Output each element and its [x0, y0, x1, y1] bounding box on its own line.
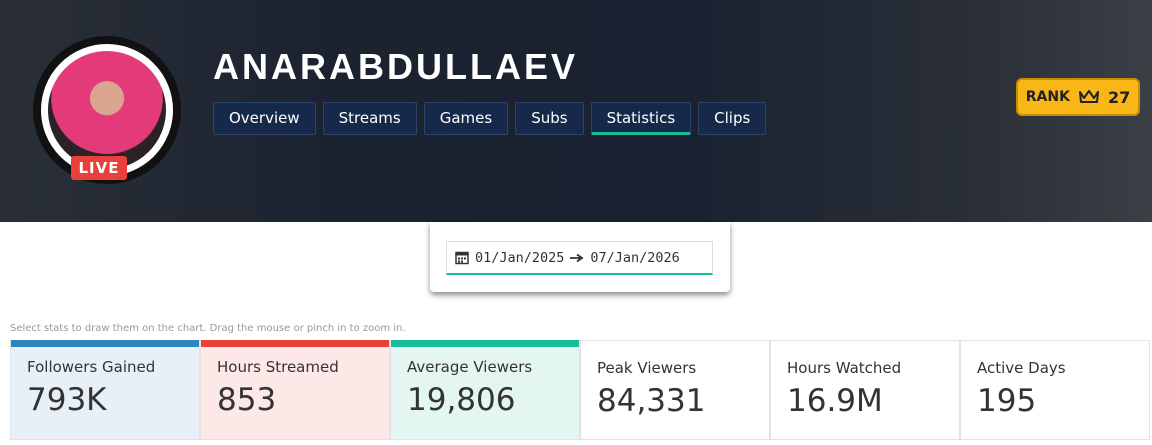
date-picker: 01/Jan/2025 07/Jan/2026: [430, 222, 730, 292]
date-input[interactable]: 01/Jan/2025 07/Jan/2026: [446, 241, 713, 275]
hint: Select stats to draw them on the chart. …: [10, 323, 406, 334]
rank-value: 27: [1107, 87, 1131, 107]
stat-label: Average Viewers: [407, 358, 533, 376]
stat-card[interactable]: Followers Gained 793K: [10, 340, 200, 440]
stat-color-bar: [201, 340, 389, 347]
stat-card[interactable]: Active Days 195: [960, 340, 1150, 440]
stat-card[interactable]: Hours Streamed 853: [200, 340, 390, 440]
stat-label: Peak Viewers: [597, 359, 697, 377]
avatar: [33, 36, 181, 184]
calendar-icon: [455, 251, 469, 265]
stat-value: 84,331: [597, 383, 706, 419]
stat-label: Active Days: [977, 359, 1066, 377]
channel-name: ANARABDULLAEV: [213, 46, 578, 87]
tab[interactable]: Games: [423, 102, 509, 135]
rank-badge[interactable]: RANK 27: [1016, 78, 1140, 116]
live-badge: LIVE: [71, 156, 127, 180]
tabs: Overview Streams Games Subs Statistics Clips: [213, 102, 767, 135]
stat-color-bar: [11, 340, 199, 347]
rank-label: RANK: [1025, 89, 1070, 105]
tab[interactable]: Subs: [515, 102, 584, 135]
stat-label: Hours Watched: [787, 359, 902, 377]
tab[interactable]: Streams: [322, 102, 417, 135]
stat-label: Hours Streamed: [217, 358, 339, 376]
stat-label: Followers Gained: [27, 358, 156, 376]
stat-value: 793K: [27, 382, 107, 418]
stat-card[interactable]: Hours Watched 16.9M: [770, 340, 960, 440]
stat-value: 16.9M: [787, 383, 883, 419]
stats-row: Followers Gained 793K Hours Streamed 853 Ave…: [10, 340, 1150, 440]
date-from: 01/Jan/2025: [475, 249, 565, 266]
arrow-icon: [570, 253, 584, 262]
stat-color-bar: [391, 340, 579, 347]
stat-card[interactable]: Peak Viewers 84,331: [580, 340, 770, 440]
stat-value: 19,806: [407, 382, 516, 418]
stat-card[interactable]: Average Viewers 19,806: [390, 340, 580, 440]
crown-icon: [1078, 90, 1099, 103]
date-to: 07/Jan/2026: [590, 249, 680, 266]
stat-value: 853: [217, 382, 277, 418]
tab[interactable]: Overview: [213, 102, 316, 135]
tab[interactable]: Clips: [698, 102, 767, 135]
stat-value: 195: [977, 383, 1037, 419]
tab[interactable]: Statistics: [590, 102, 692, 135]
